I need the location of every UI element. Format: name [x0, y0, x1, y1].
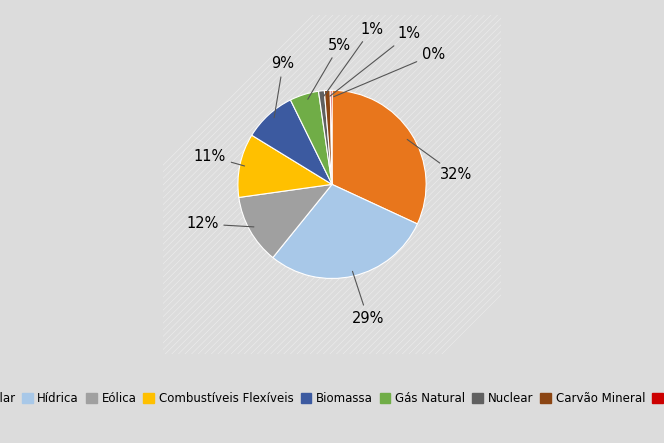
Wedge shape [273, 184, 418, 279]
Wedge shape [238, 135, 332, 198]
Text: 5%: 5% [308, 38, 351, 99]
Text: 32%: 32% [407, 140, 472, 183]
Wedge shape [239, 184, 332, 257]
Wedge shape [324, 90, 332, 184]
Wedge shape [252, 100, 332, 184]
Text: 11%: 11% [193, 149, 244, 166]
Legend: Solar, Hídrica, Eólica, Combustíveis Flexíveis, Biomassa, Gás Natural, Nuclear, : Solar, Hídrica, Eólica, Combustíveis Fle… [0, 392, 664, 405]
Wedge shape [330, 90, 332, 184]
Text: 1%: 1% [324, 22, 383, 96]
Text: 9%: 9% [272, 56, 295, 118]
Text: 12%: 12% [186, 216, 254, 231]
Text: 1%: 1% [330, 26, 421, 96]
Text: 29%: 29% [351, 272, 384, 326]
Wedge shape [290, 91, 332, 184]
Wedge shape [332, 90, 426, 224]
Text: 0%: 0% [334, 47, 445, 97]
Wedge shape [319, 90, 332, 184]
